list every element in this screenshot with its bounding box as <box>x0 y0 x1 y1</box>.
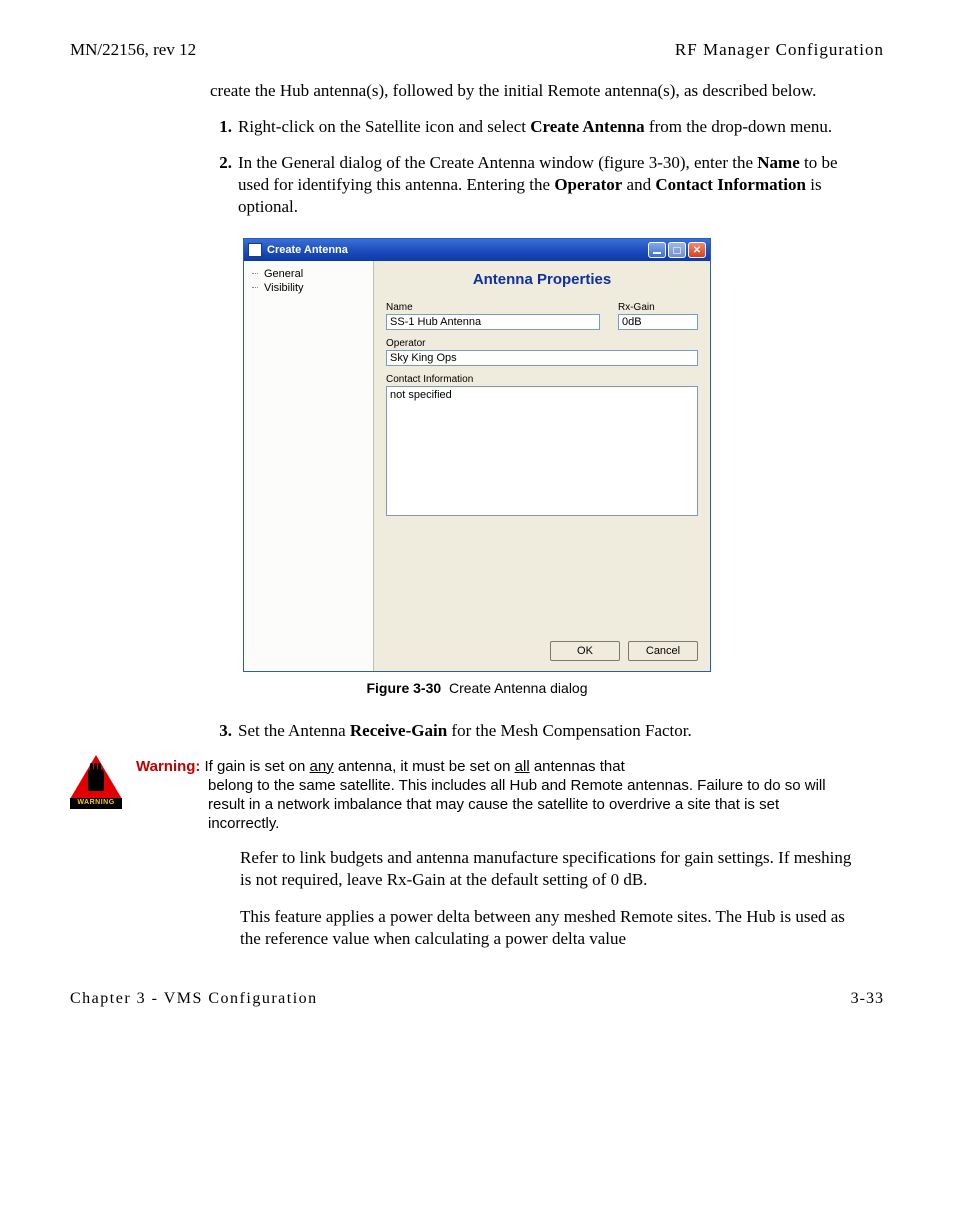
warning-block: WARNING Warning: If gain is set on any a… <box>70 757 854 834</box>
text: In the General dialog of the Create Ante… <box>238 153 757 172</box>
bold-text: Contact Information <box>655 175 806 194</box>
name-input[interactable] <box>386 314 600 330</box>
contact-field-group: Contact Information <box>386 374 698 516</box>
step-number: 1. <box>210 116 232 138</box>
figure-text: Create Antenna dialog <box>449 680 588 696</box>
ok-button[interactable]: OK <box>550 641 620 661</box>
cancel-button[interactable]: Cancel <box>628 641 698 661</box>
create-antenna-dialog: Create Antenna ✕ General Visibility Ante… <box>243 238 711 672</box>
text: for the Mesh Compensation Factor. <box>447 721 692 740</box>
content-title: Antenna Properties <box>386 271 698 288</box>
figure-caption: Figure 3-30 Create Antenna dialog <box>70 680 884 696</box>
content-pane: Antenna Properties Name Rx-Gain Operator <box>374 261 710 671</box>
text: Right-click on the Satellite icon and se… <box>238 117 530 136</box>
page-footer: Chapter 3 - VMS Configuration 3-33 <box>70 990 884 1008</box>
text: Set the Antenna <box>238 721 350 740</box>
bold-text: Operator <box>554 175 622 194</box>
step-body: Right-click on the Satellite icon and se… <box>238 116 854 138</box>
bold-text: Name <box>757 153 799 172</box>
intro-paragraph: create the Hub antenna(s), followed by t… <box>210 80 854 102</box>
warning-text: If gain is set on any antenna, it must b… <box>204 757 624 776</box>
dialog-title: Create Antenna <box>267 244 646 256</box>
dialog-body: General Visibility Antenna Properties Na… <box>244 261 710 671</box>
app-icon <box>248 243 262 257</box>
header-right: RF Manager Configuration <box>675 40 884 60</box>
post-para-2: This feature applies a power delta betwe… <box>240 906 854 950</box>
contact-textarea[interactable] <box>386 386 698 516</box>
rxgain-label: Rx-Gain <box>618 302 698 313</box>
step-number: 2. <box>210 152 232 218</box>
tree-item-visibility[interactable]: Visibility <box>248 281 369 295</box>
header-left: MN/22156, rev 12 <box>70 40 196 60</box>
step-body: In the General dialog of the Create Ante… <box>238 152 854 218</box>
underline-text: all <box>515 758 530 775</box>
page-header: MN/22156, rev 12 RF Manager Configuratio… <box>70 40 884 60</box>
text: and <box>622 175 655 194</box>
minimize-button[interactable] <box>648 242 666 258</box>
warning-icon-wrap: WARNING <box>70 755 130 807</box>
text: antennas that <box>530 758 625 775</box>
contact-label: Contact Information <box>386 374 698 385</box>
underline-text: any <box>310 758 334 775</box>
warning-body: Warning: If gain is set on any antenna, … <box>136 757 854 834</box>
rxgain-field-group: Rx-Gain <box>618 302 698 330</box>
dialog-button-row: OK Cancel <box>550 641 698 661</box>
step-3: 3. Set the Antenna Receive-Gain for the … <box>210 720 854 742</box>
bold-text: Create Antenna <box>530 117 644 136</box>
step-1: 1. Right-click on the Satellite icon and… <box>210 116 854 138</box>
text: antenna, it must be set on <box>334 758 515 775</box>
dialog-titlebar: Create Antenna ✕ <box>244 239 710 261</box>
operator-label: Operator <box>386 338 698 349</box>
tree-item-general[interactable]: General <box>248 267 369 281</box>
warning-rest: belong to the same satellite. This inclu… <box>208 776 854 834</box>
warning-icon: WARNING <box>70 755 122 807</box>
rxgain-input[interactable] <box>618 314 698 330</box>
operator-field-group: Operator <box>386 338 698 366</box>
footer-left: Chapter 3 - VMS Configuration <box>70 990 318 1008</box>
step-2: 2. In the General dialog of the Create A… <box>210 152 854 218</box>
warning-label: Warning: <box>136 757 200 776</box>
step-body: Set the Antenna Receive-Gain for the Mes… <box>238 720 854 742</box>
figure-dialog-wrap: Create Antenna ✕ General Visibility Ante… <box>70 238 884 672</box>
name-field-group: Name <box>386 302 600 330</box>
warning-icon-label: WARNING <box>70 798 122 809</box>
post-para-1: Refer to link budgets and antenna manufa… <box>240 847 854 891</box>
name-label: Name <box>386 302 600 313</box>
footer-right: 3-33 <box>851 990 884 1008</box>
text: from the drop-down menu. <box>645 117 832 136</box>
step-number: 3. <box>210 720 232 742</box>
bold-text: Receive-Gain <box>350 721 447 740</box>
figure-label: Figure 3-30 <box>366 680 441 696</box>
maximize-button[interactable] <box>668 242 686 258</box>
tree-pane: General Visibility <box>244 261 374 671</box>
text: If gain is set on <box>204 758 309 775</box>
operator-input[interactable] <box>386 350 698 366</box>
close-button[interactable]: ✕ <box>688 242 706 258</box>
